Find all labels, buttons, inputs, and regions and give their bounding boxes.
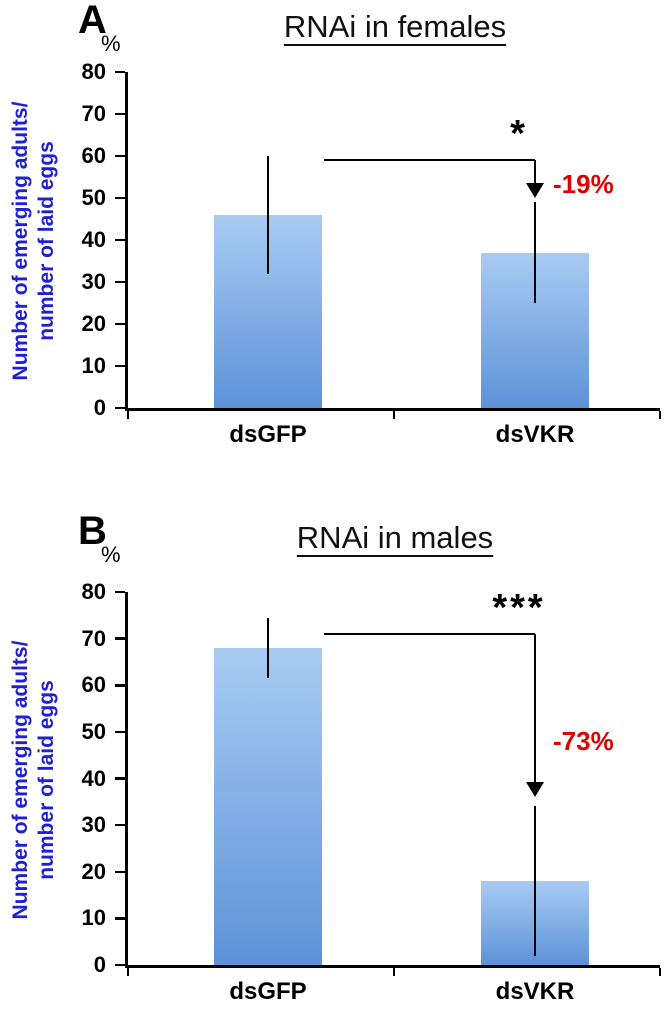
y-tick-mark: [115, 322, 125, 326]
y-tick-label: 60: [81, 143, 106, 168]
y-tick-label: 80: [81, 59, 106, 84]
y-axis-label: Number of emerging adults/ number of lai…: [8, 590, 60, 970]
y-tick-mark: [115, 917, 125, 920]
y-tick-label: 80: [81, 579, 106, 604]
panel-letter: B: [78, 509, 107, 553]
y-tick-mark: [115, 112, 125, 116]
y-axis-unit: %: [101, 542, 121, 567]
y-tick-mark: [115, 730, 125, 734]
arrow-line: [533, 633, 537, 784]
error-bar: [266, 617, 270, 679]
y-tick-mark: [115, 637, 125, 640]
y-tick-label: 70: [81, 625, 106, 651]
y-tick-mark: [115, 280, 125, 284]
y-tick-label: 30: [81, 812, 106, 838]
y-tick-label: 70: [81, 101, 106, 126]
y-tick-mark: [115, 238, 125, 242]
category-label: dsVKR: [495, 978, 575, 1005]
y-tick-mark: [115, 590, 125, 594]
y-tick-mark: [115, 406, 125, 410]
arrow-head-icon: [526, 183, 544, 198]
y-axis-unit: %: [101, 31, 121, 56]
y-tick-mark: [115, 963, 125, 967]
panel-a: A % RNAi in females Number of emerging a…: [0, 0, 664, 510]
y-tick-label: 0: [93, 395, 106, 420]
y-tick-mark: [115, 684, 125, 687]
y-axis-label-line1: Number of emerging adults/: [9, 101, 32, 381]
y-tick-mark: [115, 777, 125, 780]
category-label: dsGFP: [229, 978, 307, 1005]
plot-area: 0 10 20 30 40 50 60 70 80 dsGFP dsVKR *** -73%: [82, 579, 662, 1005]
x-tick-mark: [126, 411, 130, 419]
y-tick-label: 20: [81, 311, 106, 336]
y-tick-mark: [115, 154, 125, 158]
x-tick-mark: [658, 411, 662, 419]
y-tick-label: 10: [81, 905, 106, 931]
error-bar: [533, 202, 537, 303]
y-tick-label: 30: [81, 269, 106, 294]
y-tick-mark: [115, 70, 125, 74]
y-tick-label: 50: [81, 185, 106, 210]
y-axis-label-line1: Number of emerging adults/: [9, 640, 32, 920]
significance-line: [324, 158, 535, 162]
y-tick-label: 40: [81, 765, 106, 791]
arrow-head-icon: [526, 782, 544, 798]
y-tick-label: 0: [93, 952, 106, 977]
y-tick-mark: [115, 364, 125, 368]
y-tick-label: 40: [81, 227, 106, 252]
error-bar: [266, 156, 270, 274]
panel-letter: A: [78, 0, 107, 42]
significance-stars: ***: [492, 586, 546, 629]
x-tick-mark: [126, 968, 130, 976]
y-tick-label: 60: [81, 672, 106, 698]
y-axis-label: Number of emerging adults/ number of lai…: [8, 51, 60, 431]
x-tick-mark: [392, 411, 396, 419]
y-tick-mark: [115, 870, 125, 873]
x-tick-mark: [658, 968, 662, 976]
y-tick-mark: [115, 196, 125, 200]
significance-line: [324, 632, 535, 636]
category-label: dsVKR: [495, 421, 575, 448]
panel-b: B % RNAi in males Number of emerging adu…: [0, 509, 664, 1021]
percent-change-label: -73%: [553, 725, 614, 756]
chart-title: RNAi in males: [145, 520, 645, 556]
error-bar: [533, 806, 537, 956]
y-tick-label: 20: [81, 858, 106, 884]
bar-dsgfp: [214, 647, 322, 965]
chart-title-text: RNAi in males: [296, 520, 494, 555]
y-tick-label: 10: [81, 353, 106, 378]
category-label: dsGFP: [229, 421, 307, 448]
y-tick-label: 50: [81, 718, 106, 744]
chart-title-text: RNAi in females: [283, 9, 507, 44]
percent-change-label: -19%: [553, 169, 614, 200]
arrow-line: [533, 160, 537, 184]
significance-stars: *: [510, 113, 528, 156]
plot-area: 0 10 20 30 40 50 60 70 80 dsGFP dsVKR * -19%: [82, 59, 662, 448]
chart-title: RNAi in females: [145, 9, 645, 45]
x-tick-mark: [392, 968, 396, 976]
y-tick-mark: [115, 823, 125, 827]
